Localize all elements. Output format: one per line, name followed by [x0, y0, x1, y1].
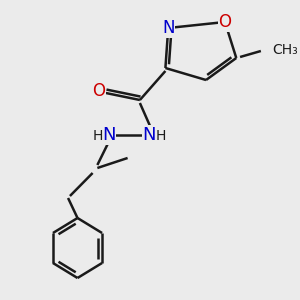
Text: N: N: [142, 126, 156, 144]
Text: H: H: [155, 129, 166, 143]
Text: CH₃: CH₃: [272, 43, 298, 57]
Text: N: N: [102, 126, 116, 144]
Text: O: O: [92, 82, 105, 100]
Text: O: O: [218, 13, 231, 31]
Text: H: H: [92, 129, 103, 143]
Text: N: N: [162, 19, 175, 37]
